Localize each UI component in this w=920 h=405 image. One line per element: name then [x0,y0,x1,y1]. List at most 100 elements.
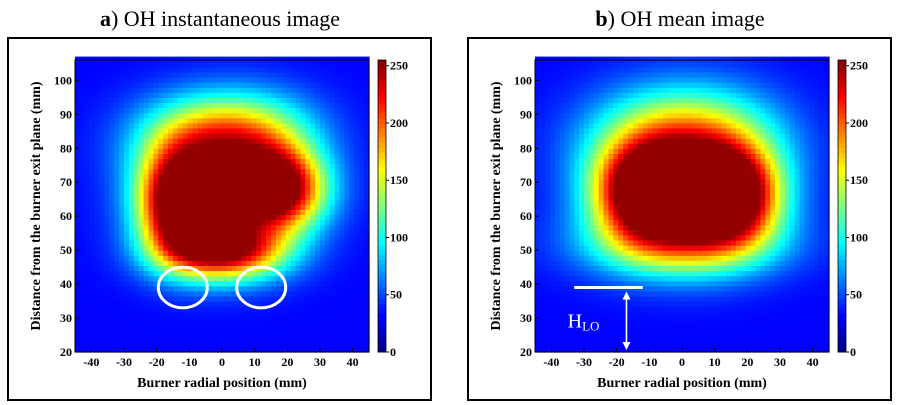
heatmap-cell [349,234,355,241]
heatmap-cell [623,122,629,129]
heatmap-cell [236,346,243,353]
heatmap-cell [628,122,634,129]
heatmap-cell [334,173,341,180]
heatmap-cell [177,148,184,154]
heatmap-cell [628,204,634,210]
heatmap-cell [192,87,199,93]
heatmap-cell [554,178,561,185]
heatmap-cell [642,204,649,210]
heatmap-cell [271,250,277,256]
heatmap-cell [637,209,644,216]
heatmap-cell [339,148,346,154]
heatmap-cell [261,209,267,216]
heatmap-cell [349,102,355,109]
heatmap-cell [642,143,649,149]
heatmap-cell [320,214,326,221]
heatmap-cell [99,168,105,175]
heatmap-cell [549,107,556,114]
heatmap-cell [637,295,644,302]
heatmap-cell [315,316,321,323]
heatmap-cell [544,260,551,267]
heatmap-cell [148,301,154,307]
heatmap-cell [310,209,316,216]
heatmap-cell [79,194,86,200]
heatmap-cell [246,346,252,353]
heatmap-cell [119,92,125,98]
heatmap-cell [124,331,130,338]
heatmap-cell [315,239,321,246]
heatmap-cell [334,143,341,149]
heatmap-cell [275,189,282,195]
heatmap-cell [226,306,233,312]
heatmap-cell [305,204,311,210]
heatmap-cell [633,61,639,68]
heatmap-cell [158,229,164,236]
heatmap-cell [153,229,159,236]
heatmap-cell [608,336,614,343]
heatmap-cell [588,97,595,104]
heatmap-cell [84,280,91,287]
heatmap-cell [354,311,360,317]
heatmap-cell [554,117,561,124]
heatmap-cell [324,255,331,261]
heatmap-cell [119,250,125,256]
heatmap-cell [300,255,306,261]
heatmap-cell [109,133,115,139]
heatmap-cell [256,168,262,175]
heatmap-cell [217,102,223,109]
heatmap-cell [79,71,86,78]
heatmap-cell [584,71,590,78]
heatmap-cell [633,270,639,277]
heatmap-cell [324,112,331,119]
heatmap-cell [320,260,326,267]
heatmap-cell [99,224,105,231]
heatmap-cell [613,97,619,104]
heatmap-cell [315,295,321,302]
heatmap-cell [177,82,184,88]
heatmap-cell [241,295,248,302]
heatmap-cell [628,239,634,246]
heatmap-cell [324,148,331,154]
y-tick-label: 40 [60,277,72,291]
heatmap-cell [598,138,605,144]
heatmap-cell [559,178,565,185]
heatmap-cell [613,148,619,154]
heatmap-cell [354,163,360,170]
heatmap-cell [559,336,565,343]
colorbar-segment [378,220,386,226]
heatmap-cell [359,245,365,251]
heatmap-cell [564,199,570,205]
heatmap-cell [349,260,355,267]
heatmap-cell [99,290,105,297]
heatmap-cell [192,189,199,195]
heatmap-cell [588,306,595,312]
heatmap-cell [344,204,350,210]
heatmap-cell [226,234,233,241]
heatmap-cell [251,168,257,175]
heatmap-cell [608,61,614,68]
heatmap-cell [182,82,189,88]
heatmap-cell [192,76,199,83]
heatmap-cell [310,234,316,241]
heatmap-cell [300,341,306,348]
heatmap-cell [133,321,140,328]
heatmap-cell [642,87,649,93]
heatmap-cell [84,341,91,348]
heatmap-cell [187,82,194,88]
heatmap-cell [349,87,355,93]
heatmap-cell [114,265,120,272]
heatmap-cell [628,260,634,267]
heatmap-cell [324,234,331,241]
heatmap-cell [603,138,610,144]
heatmap-cell [89,346,96,353]
heatmap-cell [588,107,595,114]
heatmap-cell [324,285,331,292]
heatmap-cell [598,321,605,328]
heatmap-cell [177,285,184,292]
heatmap-cell [569,189,575,195]
heatmap-cell [163,306,169,312]
heatmap-cell [344,112,350,119]
heatmap-cell [124,265,130,272]
heatmap-cell [603,270,610,277]
heatmap-cell [256,133,262,139]
